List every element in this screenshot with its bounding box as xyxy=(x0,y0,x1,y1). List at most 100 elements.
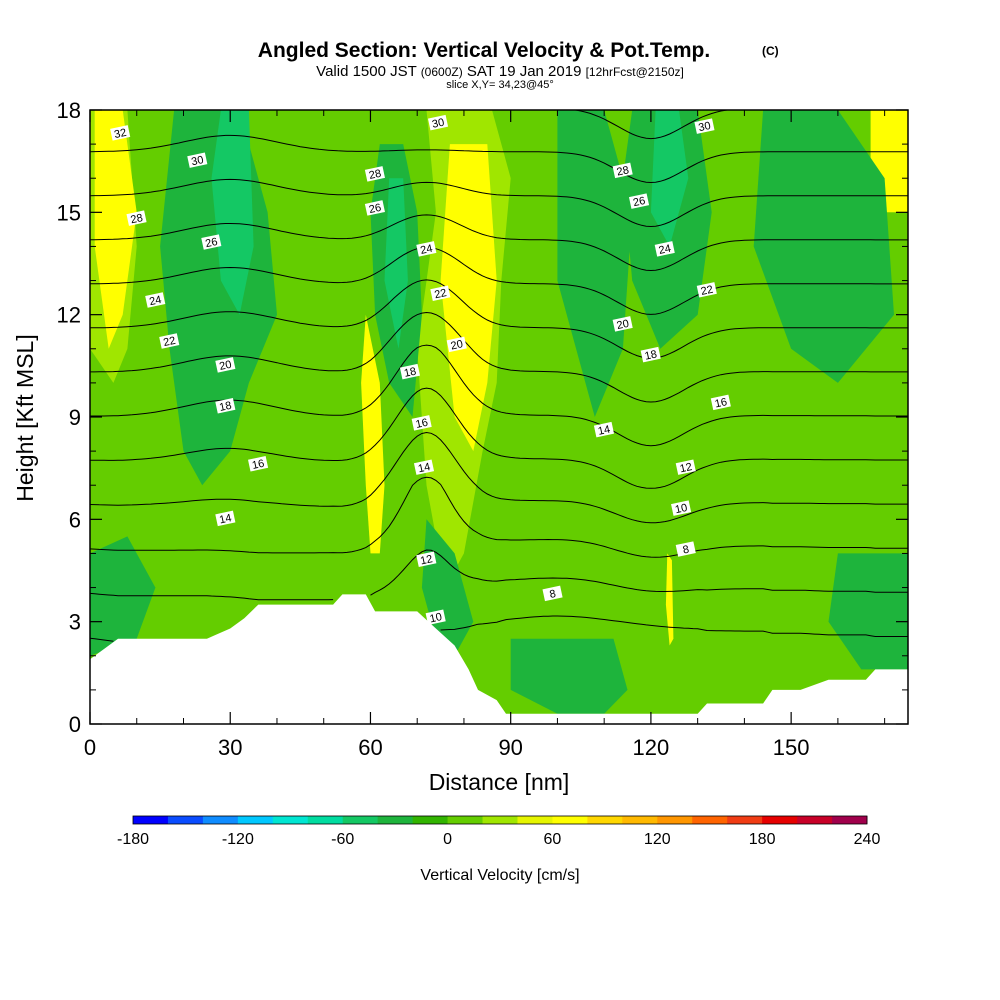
colorbar-swatch xyxy=(377,816,414,824)
velocity-region-updraft-core xyxy=(440,144,497,452)
svg-text:14: 14 xyxy=(218,512,232,526)
x-tick-label: 30 xyxy=(218,735,242,760)
colorbar-swatch xyxy=(517,816,553,824)
velocity-region-updraft-spike xyxy=(665,553,674,646)
colorbar-swatch xyxy=(447,816,484,824)
colorbar-tick-label: 60 xyxy=(544,831,562,848)
colorbar-frame xyxy=(132,815,868,825)
contour-label: 14 xyxy=(413,459,435,475)
valid-zulu: (0600Z) xyxy=(421,65,463,79)
y-tick-label: 15 xyxy=(57,200,81,225)
svg-text:16: 16 xyxy=(415,417,429,431)
svg-text:12: 12 xyxy=(679,461,693,475)
contour-label: 20 xyxy=(446,336,467,353)
svg-text:18: 18 xyxy=(644,348,658,362)
chart-valid-time: Valid 1500 JST (0600Z) SAT 19 Jan 2019 [… xyxy=(316,63,684,80)
colorbar-tick-label: 120 xyxy=(644,831,671,848)
colorbar-swatch xyxy=(587,816,623,824)
contour-label: 10 xyxy=(425,609,446,625)
svg-text:26: 26 xyxy=(632,195,646,209)
colorbar-tick-label: -180 xyxy=(117,831,149,848)
contour-label: 22 xyxy=(696,282,717,298)
svg-text:10: 10 xyxy=(674,502,688,516)
contour-label: 14 xyxy=(593,421,615,438)
y-tick-label: 6 xyxy=(69,507,81,532)
svg-text:24: 24 xyxy=(419,243,433,257)
x-tick-label: 150 xyxy=(773,735,810,760)
colorbar-tick-label: -120 xyxy=(222,831,254,848)
colorbar-swatch xyxy=(482,816,518,824)
svg-text:8: 8 xyxy=(549,588,557,601)
colorbar-swatch xyxy=(167,816,204,824)
svg-text:28: 28 xyxy=(368,168,382,182)
colorbar-swatch xyxy=(797,816,833,824)
svg-text:22: 22 xyxy=(433,287,447,301)
svg-text:18: 18 xyxy=(218,400,232,414)
svg-text:16: 16 xyxy=(714,396,728,410)
svg-text:30: 30 xyxy=(697,120,711,134)
contour-label: 8 xyxy=(675,541,696,557)
x-axis-label: Distance [nm] xyxy=(429,769,570,795)
isentrope-12 xyxy=(90,476,908,558)
contour-label: 14 xyxy=(215,510,236,526)
contour-label: 30 xyxy=(427,114,449,131)
isentrope-14 xyxy=(90,431,908,524)
y-tick-label: 3 xyxy=(69,610,81,635)
colorbar-swatch xyxy=(832,816,868,824)
svg-text:30: 30 xyxy=(190,154,204,168)
chart-title-unit: (C) xyxy=(762,44,779,58)
svg-text:14: 14 xyxy=(417,461,431,475)
svg-text:32: 32 xyxy=(113,127,127,141)
svg-text:26: 26 xyxy=(204,236,218,250)
colorbar-swatch xyxy=(237,816,274,824)
contour-label: 24 xyxy=(145,292,166,308)
svg-text:12: 12 xyxy=(419,553,433,567)
colorbar-swatch xyxy=(622,816,658,824)
colorbar-swatch xyxy=(727,816,763,824)
isentrope-24 xyxy=(90,246,908,315)
contour-label: 12 xyxy=(416,551,437,567)
svg-text:24: 24 xyxy=(148,294,162,308)
svg-text:30: 30 xyxy=(431,117,445,131)
svg-text:20: 20 xyxy=(450,338,464,352)
colorbar-swatch xyxy=(692,816,728,824)
y-tick-label: 0 xyxy=(69,712,81,737)
contour-label: 28 xyxy=(126,210,147,226)
contour-label: 16 xyxy=(248,456,269,472)
colorbar-swatch xyxy=(133,816,169,824)
velocity-region-weak-down-2 xyxy=(753,110,894,383)
isentrope-26 xyxy=(90,214,908,272)
isentrope-10 xyxy=(90,549,908,601)
velocity-region-weak-down-4 xyxy=(510,638,628,714)
colorbar-tick-label: 180 xyxy=(749,831,776,848)
y-tick-label: 9 xyxy=(69,405,81,430)
y-tick-label: 18 xyxy=(57,98,81,123)
isentrope-30 xyxy=(90,134,908,184)
x-tick-label: 0 xyxy=(84,735,96,760)
contour-label: 20 xyxy=(215,357,236,373)
contour-label: 18 xyxy=(399,363,421,380)
contour-label: 26 xyxy=(364,200,385,216)
valid-prefix: Valid 1500 JST xyxy=(316,63,416,80)
svg-text:24: 24 xyxy=(658,243,672,257)
colorbar-swatch xyxy=(552,816,588,824)
svg-text:14: 14 xyxy=(597,424,611,438)
contour-label: 18 xyxy=(215,398,236,414)
svg-text:22: 22 xyxy=(700,284,714,298)
contour-label: 30 xyxy=(187,152,208,168)
svg-text:20: 20 xyxy=(616,318,630,332)
contour-label: 24 xyxy=(416,241,437,257)
contour-label: 20 xyxy=(612,316,633,332)
isentrope-28 xyxy=(90,178,908,228)
colorbar-tick-label: -60 xyxy=(331,831,354,848)
svg-text:8: 8 xyxy=(682,544,690,557)
contour-label: 22 xyxy=(159,333,180,349)
contour-label: 22 xyxy=(430,285,451,301)
isentrope-22 xyxy=(90,279,908,359)
contour-label: 26 xyxy=(201,234,222,250)
svg-text:20: 20 xyxy=(218,359,232,373)
colorbar-swatch xyxy=(307,816,344,824)
colorbar-swatch xyxy=(762,816,798,824)
x-tick-label: 120 xyxy=(633,735,670,760)
svg-text:10: 10 xyxy=(429,611,443,625)
